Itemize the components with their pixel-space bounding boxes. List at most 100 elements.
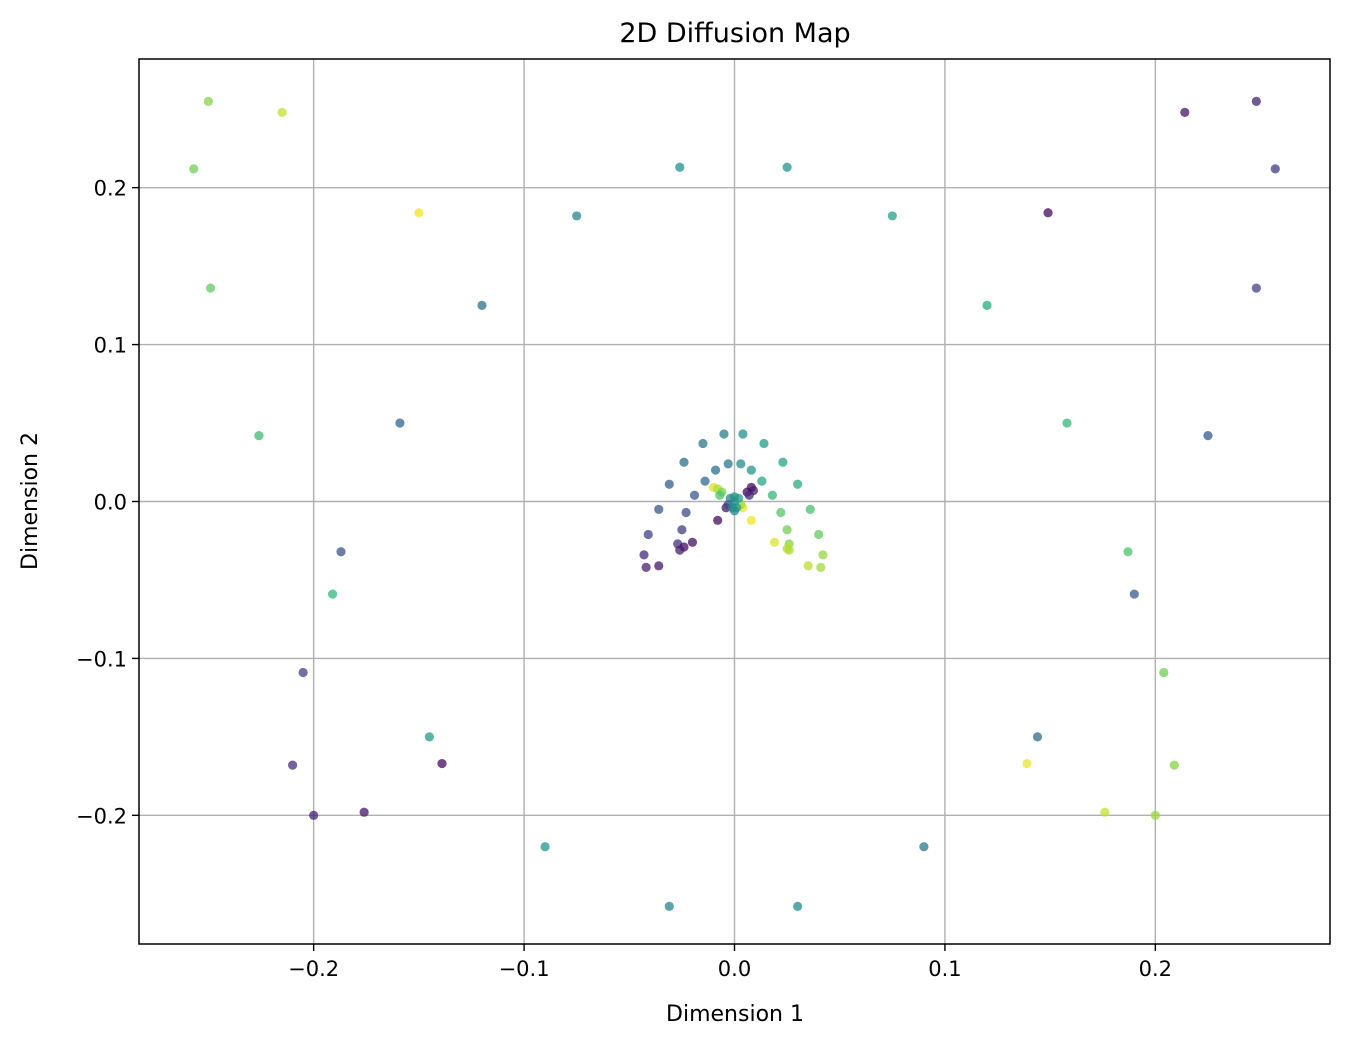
scatter-point (1043, 208, 1053, 218)
scatter-point (414, 208, 424, 218)
scatter-point (805, 504, 815, 514)
scatter-point (793, 901, 803, 911)
scatter-point (205, 283, 216, 293)
x-axis-label: Dimension 1 (666, 1002, 804, 1027)
scatter-point (1129, 589, 1139, 599)
scatter-point (1062, 418, 1072, 428)
scatter-point (654, 504, 664, 514)
data-points (189, 96, 1280, 911)
scatter-point (675, 162, 685, 172)
scatter-point (277, 107, 287, 117)
scatter-point (919, 842, 929, 852)
scatter-point (679, 457, 689, 467)
scatter-point (437, 758, 447, 769)
scatter-point (298, 667, 308, 678)
scatter-point (729, 492, 740, 502)
scatter-point (723, 459, 733, 469)
scatter-point (744, 490, 754, 500)
y-axis-label: Dimension 2 (18, 432, 43, 570)
x-tick-label: 0.0 (718, 957, 751, 981)
scatter-point (738, 429, 748, 439)
x-axis-ticks: −0.2 −0.1 0.0 0.1 0.2 (288, 944, 1172, 981)
scatter-point (254, 430, 264, 441)
x-tick-label: 0.2 (1139, 957, 1172, 981)
scatter-point (982, 300, 992, 310)
scatter-point (1159, 667, 1169, 678)
y-tick-label: 0.2 (94, 177, 127, 201)
scatter-point (395, 418, 405, 428)
scatter-point (654, 561, 664, 571)
scatter-point (689, 490, 700, 500)
scatter-point (803, 561, 813, 571)
scatter-point (288, 760, 298, 770)
scatter-point (677, 525, 687, 535)
scatter-point (1251, 283, 1261, 293)
scatter-point (746, 465, 756, 475)
scatter-point (715, 490, 725, 500)
scatter-point (309, 810, 319, 820)
grid (139, 59, 1330, 944)
scatter-point (1251, 96, 1261, 106)
scatter-point (327, 589, 338, 599)
x-tick-label: −0.1 (499, 957, 550, 981)
scatter-point (818, 550, 828, 560)
y-tick-label: −0.2 (76, 804, 127, 828)
scatter-point (814, 529, 824, 540)
scatter-point (681, 507, 691, 518)
scatter-point (782, 525, 792, 535)
scatter-point (793, 479, 803, 489)
scatter-point (698, 438, 708, 449)
scatter-point (641, 562, 651, 573)
y-tick-label: 0.1 (94, 334, 127, 358)
scatter-point (759, 438, 769, 449)
scatter-point (664, 479, 674, 489)
scatter-point (477, 300, 487, 310)
scatter-point (1150, 810, 1160, 820)
scatter-point (1100, 807, 1110, 817)
chart-title: 2D Diffusion Map (619, 18, 850, 49)
scatter-point (1270, 164, 1280, 174)
scatter-point (664, 901, 674, 911)
scatter-point (784, 545, 794, 555)
scatter-point (710, 465, 721, 475)
y-axis-ticks: −0.2 −0.1 0.0 0.1 0.2 (76, 177, 139, 828)
x-tick-label: 0.1 (928, 957, 961, 981)
scatter-point (778, 457, 788, 467)
scatter-point (675, 545, 685, 555)
scatter-point (572, 211, 582, 221)
scatter-point (1123, 547, 1133, 557)
scatter-point (1180, 107, 1190, 117)
scatter-point (336, 547, 346, 557)
scatter-point (719, 429, 729, 439)
scatter-point (769, 537, 780, 547)
scatter-point (540, 842, 550, 852)
scatter-point (782, 162, 792, 172)
scatter-point (359, 807, 369, 817)
scatter-point (424, 732, 434, 742)
scatter-point (203, 96, 214, 106)
scatter-point (767, 490, 777, 500)
scatter-point (643, 529, 653, 540)
scatter-point (887, 211, 897, 221)
scatter-point (687, 537, 698, 547)
scatter-point (700, 476, 710, 486)
y-tick-label: 0.0 (94, 491, 127, 515)
scatter-point (1203, 430, 1213, 441)
scatter-point (816, 562, 826, 573)
scatter-point (1032, 732, 1043, 742)
y-tick-label: −0.1 (76, 647, 127, 671)
scatter-point (746, 515, 756, 525)
scatter-point (736, 459, 746, 469)
scatter-point (729, 506, 740, 516)
x-tick-label: −0.2 (288, 957, 339, 981)
scatter-point (189, 164, 199, 174)
scatter-point (776, 507, 786, 518)
scatter-point (713, 515, 723, 525)
scatter-point (639, 550, 649, 560)
scatter-point (757, 476, 767, 486)
scatter-point (1169, 760, 1179, 770)
scatter-point (1022, 758, 1032, 769)
